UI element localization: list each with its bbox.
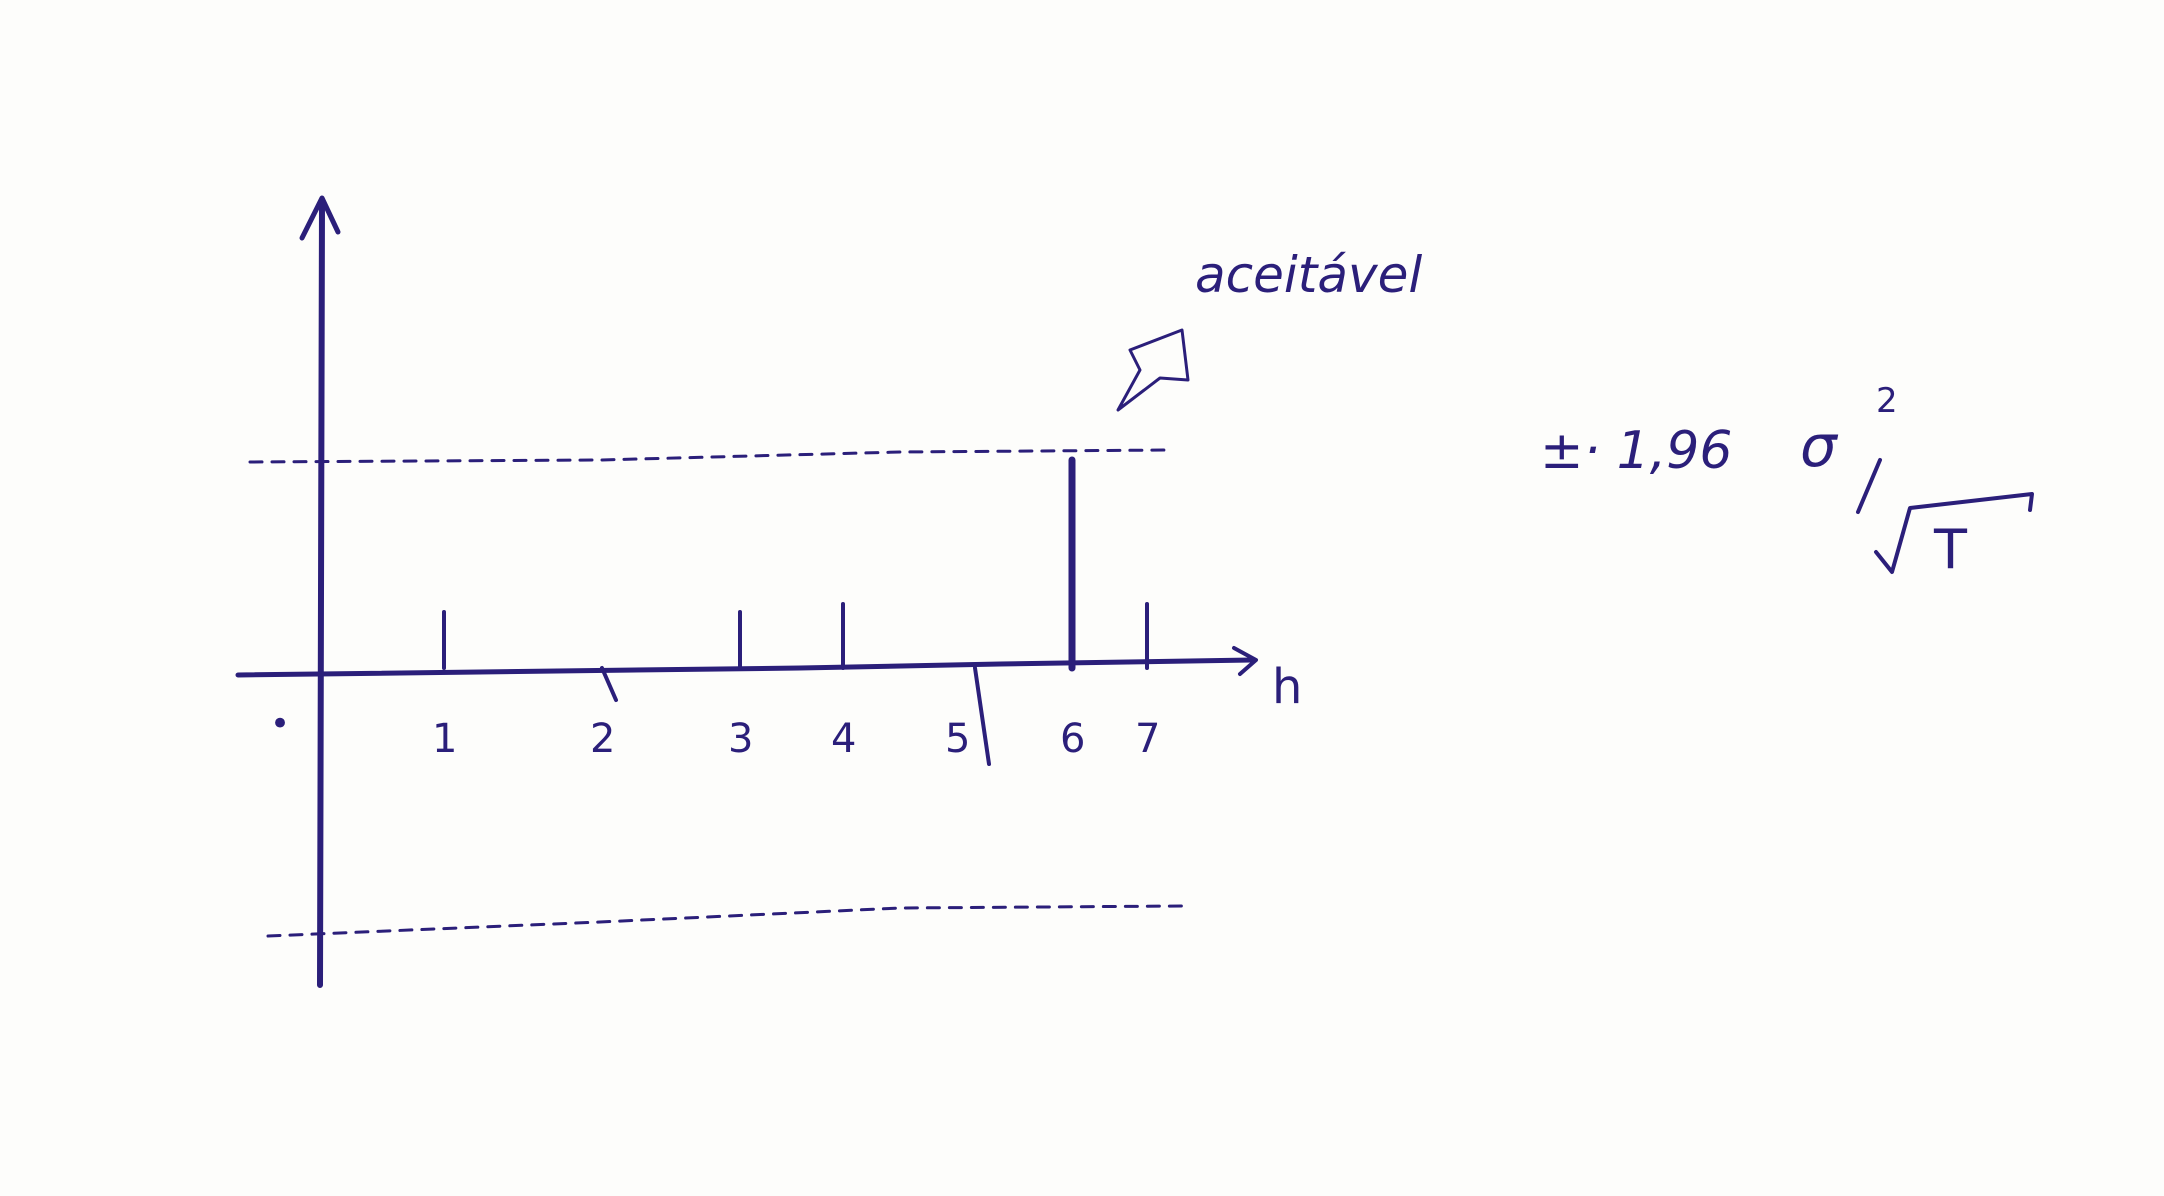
tick-label-2: 2 — [590, 716, 615, 762]
upper-confidence-bound — [248, 448, 1174, 464]
x-axis-arrowhead — [1232, 646, 1258, 676]
x-axis-label: h — [1272, 659, 1302, 715]
formula-denominator: T — [1933, 518, 1968, 581]
sqrt-sign — [1874, 492, 2034, 574]
formula-prefix: ±· 1,96 — [1540, 421, 1732, 481]
fraction-slash — [1856, 458, 1882, 514]
y-axis — [317, 197, 325, 988]
formula-exponent: 2 — [1876, 381, 1898, 421]
bar-lag-5 — [973, 666, 991, 766]
origin-label: • — [270, 704, 290, 744]
tick-label-1: 1 — [432, 716, 457, 762]
tick-label-3: 3 — [728, 716, 753, 762]
annotation-arrow — [1116, 328, 1190, 412]
formula-sigma: σ — [1800, 412, 1839, 480]
lower-confidence-bound — [266, 904, 1184, 938]
tick-label-7: 7 — [1135, 716, 1160, 762]
y-axis-arrowhead — [299, 195, 341, 241]
bar-lag-2 — [600, 666, 618, 702]
tick-label-4: 4 — [831, 716, 856, 762]
annotation-text: aceitável — [1195, 246, 1422, 304]
tick-labels: 1 2 3 4 5 6 7 — [432, 716, 1160, 762]
tick-label-6: 6 — [1060, 716, 1085, 762]
autocorrelation-bars — [442, 456, 1149, 766]
confidence-formula: ±· 1,96 σ 2 T — [1540, 381, 2034, 581]
x-axis — [235, 657, 1255, 678]
tick-label-5: 5 — [945, 716, 970, 762]
